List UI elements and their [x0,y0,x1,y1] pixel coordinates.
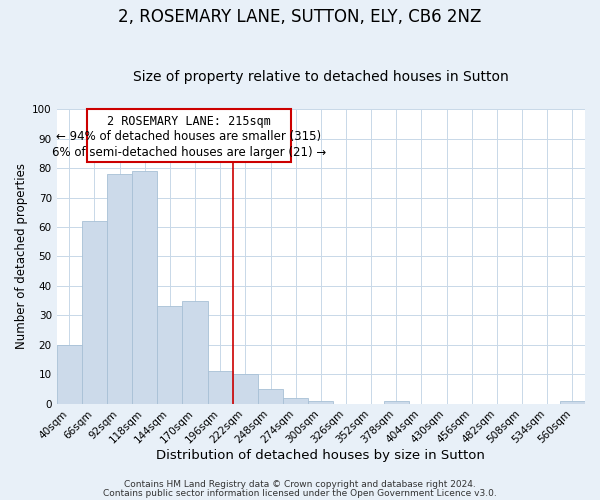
Text: Contains public sector information licensed under the Open Government Licence v3: Contains public sector information licen… [103,488,497,498]
Bar [258,389,283,404]
Bar [157,306,182,404]
Bar [87,110,290,162]
Bar [182,300,208,404]
Bar [560,400,585,404]
Bar [82,221,107,404]
Bar [107,174,132,404]
Title: Size of property relative to detached houses in Sutton: Size of property relative to detached ho… [133,70,509,85]
Bar [283,398,308,404]
Bar [308,400,334,404]
Text: ← 94% of detached houses are smaller (315): ← 94% of detached houses are smaller (31… [56,130,322,143]
Text: 6% of semi-detached houses are larger (21) →: 6% of semi-detached houses are larger (2… [52,146,326,159]
Text: 2 ROSEMARY LANE: 215sqm: 2 ROSEMARY LANE: 215sqm [107,115,271,128]
Text: 2, ROSEMARY LANE, SUTTON, ELY, CB6 2NZ: 2, ROSEMARY LANE, SUTTON, ELY, CB6 2NZ [118,8,482,26]
X-axis label: Distribution of detached houses by size in Sutton: Distribution of detached houses by size … [157,450,485,462]
Bar [233,374,258,404]
Y-axis label: Number of detached properties: Number of detached properties [15,164,28,350]
Bar [56,344,82,404]
Bar [384,400,409,404]
Bar [132,171,157,404]
Text: Contains HM Land Registry data © Crown copyright and database right 2024.: Contains HM Land Registry data © Crown c… [124,480,476,489]
Bar [208,371,233,404]
